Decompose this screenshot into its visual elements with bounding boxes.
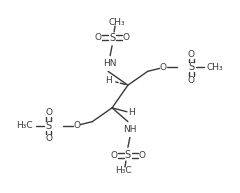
Text: HN: HN xyxy=(103,59,117,68)
Text: O: O xyxy=(45,134,52,143)
Text: O: O xyxy=(95,33,102,42)
Text: O: O xyxy=(45,108,52,117)
Text: H: H xyxy=(128,108,135,117)
Text: O: O xyxy=(188,76,195,85)
Text: O: O xyxy=(111,151,118,160)
Text: S: S xyxy=(109,33,115,43)
Text: O: O xyxy=(138,151,145,160)
Text: O: O xyxy=(122,33,129,42)
Text: CH₃: CH₃ xyxy=(109,18,125,27)
Text: S: S xyxy=(125,150,131,160)
Text: H: H xyxy=(105,76,112,85)
Text: H₃C: H₃C xyxy=(16,121,33,130)
Text: S: S xyxy=(46,121,52,131)
Text: O: O xyxy=(188,50,195,59)
Text: H₃C: H₃C xyxy=(115,166,131,175)
Text: CH₃: CH₃ xyxy=(207,63,224,72)
Text: NH: NH xyxy=(123,125,137,134)
Text: S: S xyxy=(188,62,194,72)
Text: O: O xyxy=(160,63,167,72)
Text: O: O xyxy=(73,121,80,130)
